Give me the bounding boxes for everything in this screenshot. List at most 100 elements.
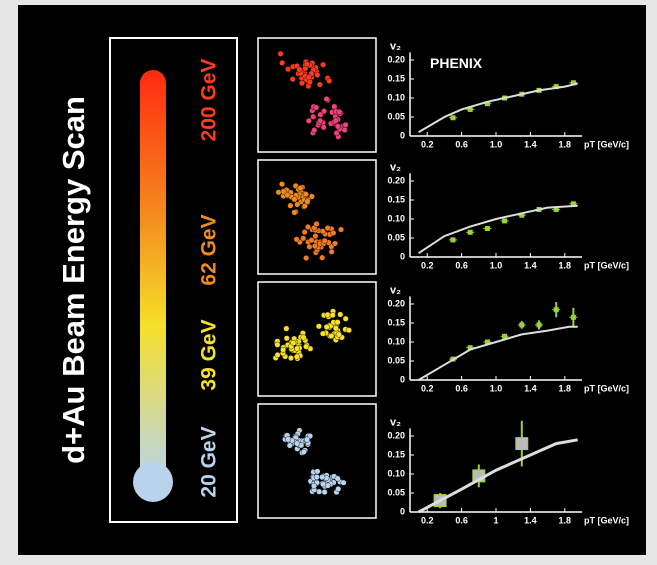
data-point [485,226,490,231]
particle [294,346,300,352]
x-tick-label: 0.6 [455,515,468,525]
particle [319,255,325,261]
x-tick-label: 1 [493,515,498,525]
particle [316,323,322,329]
particle [276,189,282,195]
particle [291,340,297,346]
particle [294,441,300,447]
particle [341,480,347,486]
x-axis-label: pT [GeV/c] [584,515,629,525]
y-tick-label: 0.10 [387,468,405,478]
particle [313,233,319,239]
y-tick-label: 0.10 [387,336,405,346]
particle [337,109,343,115]
particle [343,122,349,128]
y-tick-label: 0.15 [387,73,405,83]
particle [279,181,285,187]
x-tick-label: 1.4 [524,383,537,393]
data-point [451,115,456,120]
particle [281,189,287,195]
particle [303,344,309,350]
y-tick-label: 0 [400,374,405,384]
energy-label: 39 GeV [198,319,221,390]
y-axis-label: v₂ [390,161,401,173]
particle [320,481,326,487]
data-point [537,322,542,327]
y-axis-label: v₂ [390,416,401,428]
x-axis-label: pT [GeV/c] [584,383,629,393]
x-tick-label: 0.6 [455,139,468,149]
particle [305,199,311,205]
particle [329,249,335,255]
energy-label: 20 GeV [198,426,221,497]
particle [288,203,294,209]
particle [320,331,326,337]
particle [326,78,332,84]
particle [275,342,281,348]
y-tick-label: 0.15 [387,449,405,459]
annotation: PHENIX [430,55,483,71]
x-tick-label: 1.4 [524,515,537,525]
particle [337,312,343,318]
energy-label: 62 GeV [198,214,221,285]
particle [314,221,320,227]
particle [321,124,327,130]
particle [320,62,326,68]
particle [315,72,321,78]
y-tick-label: 0.20 [387,54,405,64]
x-axis-label: pT [GeV/c] [584,139,629,149]
data-point [571,315,576,320]
particle [313,105,319,111]
particle [287,443,293,449]
x-tick-label: 1.0 [490,260,503,270]
particle [280,347,286,353]
particle [346,327,352,333]
particle [294,202,300,208]
background [18,5,646,555]
particle [285,66,291,72]
figure: d+Au Beam Energy Scan 200 GeV 62 GeV 39 Ge… [0,0,657,560]
particle [303,255,309,261]
particle [343,316,349,322]
x-tick-label: 0.2 [421,515,434,525]
particle [319,474,325,480]
y-tick-label: 0.20 [387,298,405,308]
particle [275,352,281,358]
particle [288,355,294,361]
particle [279,60,285,66]
data-point [502,218,507,223]
data-point [468,230,473,235]
x-tick-label: 0.6 [455,260,468,270]
particle [335,476,341,482]
particle [304,61,310,67]
x-tick-label: 1.4 [524,260,537,270]
particle [325,225,331,231]
particle [332,241,338,247]
data-point [519,322,524,327]
particle [312,243,318,249]
particle [302,229,308,235]
energy-label: 200 GeV [198,59,221,142]
particle [290,76,296,82]
data-point [516,438,528,450]
x-tick-label: 0.6 [455,383,468,393]
y-tick-label: 0.05 [387,355,405,365]
figure-title: d+Au Beam Energy Scan [56,96,91,464]
particle [336,332,342,338]
x-tick-label: 1.4 [524,139,537,149]
x-tick-label: 1.8 [559,515,572,525]
particle [335,319,341,325]
x-tick-label: 0.2 [421,260,434,270]
particle [342,127,348,133]
particle [325,312,331,318]
particle [317,118,323,124]
particle [285,437,291,443]
particle [311,127,317,133]
y-tick-label: 0 [400,251,405,261]
particle [322,489,328,495]
x-tick-label: 1.0 [490,139,503,149]
particle [292,210,298,216]
y-tick-label: 0 [400,506,405,516]
data-point [451,237,456,242]
y-tick-label: 0.05 [387,232,405,242]
